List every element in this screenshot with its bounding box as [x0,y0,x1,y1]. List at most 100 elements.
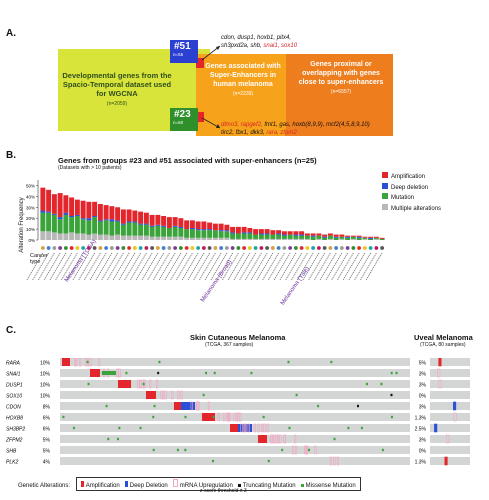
study-label [72,252,90,281]
module-23-genes-line2-red: rara, zfpm2 [266,129,297,136]
study-label [285,252,303,281]
bar-segment [287,231,293,235]
amplification-mark [146,391,156,399]
mrna-up-mark [228,412,231,422]
uvm-alteration-mark [438,358,442,367]
bar-segment [339,236,345,239]
panel-a-arrows [201,45,221,129]
bar-segment [207,229,213,231]
bar-segment [224,224,230,231]
mrna-up-mark [74,358,77,367]
super-enhancer-n: (n=2239) [232,91,254,97]
gene-label: HOXB8 [6,416,23,422]
missense-mark [333,437,336,441]
mrna-up-mark [75,358,78,367]
missense-mark [281,448,284,452]
study-label [290,252,308,281]
study-label [112,252,130,281]
study-label [26,252,44,281]
uvm-track [430,358,470,366]
uvm-percent: 2.5% [415,427,427,433]
bar-segment [276,234,282,239]
cancer-type-dot [299,246,304,250]
overlap-marker-51 [196,58,204,68]
cancer-type-dot [81,246,86,250]
bar-segment [172,217,178,226]
bar-segment [138,235,144,240]
skcm-percent: 6% [43,427,51,433]
skcm-track [60,446,410,454]
missense-mark [118,426,121,430]
module-51-n: n=55 [173,52,184,57]
cancer-type-dot [328,246,333,250]
missense-mark [142,382,145,386]
study-label [204,252,222,281]
uvm-percent: 3% [419,383,427,389]
study-label [354,252,372,281]
bar-segment [333,234,339,237]
mrna-up-mark [180,390,183,400]
cancer-type-dot [316,246,321,250]
bar-segment [189,229,195,238]
cancer-type-dot [92,246,97,250]
bar-segment [149,226,155,237]
study-label [359,252,377,281]
module-23-genes-line2: tirc2, fbx1, dkk3, [221,129,267,136]
module-23-n: n=60 [173,120,184,125]
bar-segment [74,199,80,215]
cancer-type-dot [224,246,229,250]
bar-segment [368,238,374,240]
bar-segment [201,230,207,238]
bar-segment [97,234,103,240]
legend-b-mutation: Mutation [382,193,441,204]
bar-segment [333,236,339,238]
study-label [95,252,113,281]
missense-mark [202,393,205,397]
bar-segment [120,223,126,225]
bar-segment [218,231,224,238]
missense-mark [72,426,75,430]
proximal-genes-text: Genes proximal or overlapping with genes… [296,60,386,97]
study-label [348,252,366,281]
uvm-track [430,424,470,432]
bar-segment [126,222,132,236]
missense-mark [395,371,398,375]
cancer-type-dot [259,246,264,250]
bar-segment [218,223,224,231]
skcm-track [60,369,410,377]
truncating-mark [356,404,359,408]
bar-segment [57,217,63,220]
bar-segment [172,226,178,237]
missense-mark [205,371,208,375]
missense-mark [250,371,253,375]
panel-b-label: B. [6,150,16,161]
amplification-mark [230,424,238,432]
bar-segment [310,236,316,240]
mrna-up-mark [177,390,180,400]
module-23-genes: dlmo3, rapgef2, fmt1, gas, hoxb(8,9,9), … [221,122,370,137]
bar-segment [281,234,287,236]
uvm-percent: 1.3% [415,460,427,466]
bar-segment [368,236,374,238]
bar-segment [86,218,92,221]
cancer-type-label: Cancer type [30,253,48,265]
bar-segment [276,238,282,240]
proximal-genes-box [286,54,393,136]
mutation-run [102,371,116,375]
bar-segment [51,214,57,233]
bar-segment [115,207,121,221]
oncoprint: RARA 10% 5% SNAI1 10% 3% DUSP1 10% 3% SOX10 10% 0% C… [5,358,470,466]
bar-segment [327,235,333,239]
skcm-percent: 10% [40,383,51,389]
study-label [83,252,101,281]
study-label [262,252,280,281]
cancer-type-dot [276,246,281,250]
skcm-track [60,380,410,388]
study-label [89,252,107,281]
cancer-type-dot [253,246,258,250]
study-label [181,252,199,281]
bar-segment [230,232,236,234]
study-label [129,252,147,281]
study-label [55,252,73,281]
cancer-type-dot [138,246,143,250]
